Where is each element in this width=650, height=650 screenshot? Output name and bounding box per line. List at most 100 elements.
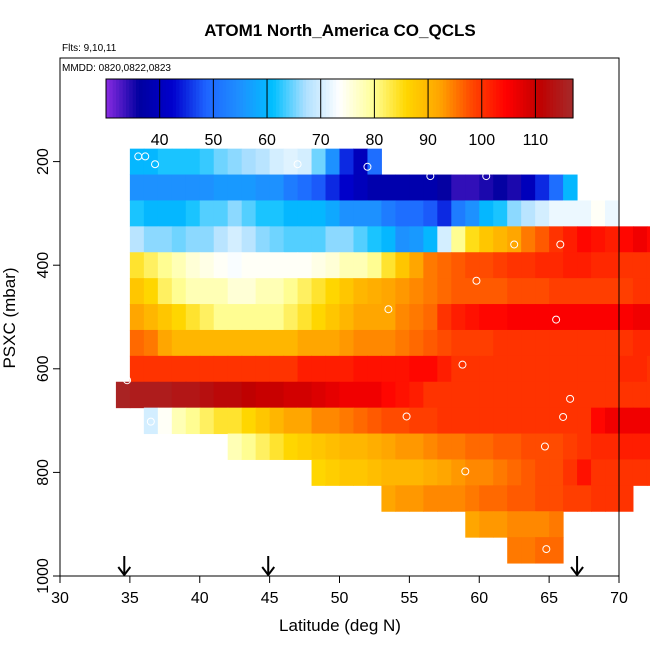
colorbar-swatch (466, 79, 471, 118)
heatmap-cell (227, 252, 243, 279)
heatmap-cell (143, 148, 159, 176)
heatmap-cell (283, 174, 299, 201)
colorbar-swatch (329, 79, 334, 118)
colorbar-swatch (172, 79, 177, 118)
heatmap-cell (381, 226, 396, 253)
colorbar-swatch (202, 79, 207, 118)
heatmap-cell (339, 329, 354, 357)
heatmap-cell (549, 511, 564, 538)
heatmap-cell (395, 485, 410, 512)
heatmap-cell (381, 433, 396, 460)
colorbar-swatch (376, 79, 381, 118)
data-point (384, 305, 393, 314)
colorbar-swatch (182, 79, 187, 118)
colorbar-swatch (342, 79, 347, 118)
heatmap-cell (451, 329, 466, 357)
heatmap-cell (535, 304, 550, 331)
x-tick-label: 30 (51, 590, 69, 607)
heatmap-cell (632, 304, 648, 331)
heatmap-cell (325, 407, 340, 435)
colorbar-swatch (566, 79, 571, 118)
heatmap-cell (283, 252, 299, 279)
heatmap-cell (325, 355, 340, 383)
heatmap-cells (115, 148, 650, 564)
heatmap-cell (549, 200, 564, 227)
heatmap-cell (129, 148, 145, 176)
heatmap-cell (339, 459, 354, 486)
heatmap-cell (395, 174, 410, 201)
colorbar-swatch (189, 79, 194, 118)
colorbar-swatch (526, 79, 531, 118)
heatmap-cell (646, 226, 650, 253)
heatmap-cell (143, 226, 159, 253)
heatmap-cell (129, 278, 145, 305)
heatmap-cell (451, 252, 466, 279)
heatmap-cell (437, 355, 452, 383)
heatmap-cell (157, 174, 173, 201)
heatmap-cell (479, 433, 494, 460)
heatmap-cell (395, 226, 410, 253)
heatmap-cell (437, 485, 452, 512)
colorbar-swatch (536, 79, 541, 118)
heatmap-cell (143, 329, 159, 357)
heatmap-cell (521, 226, 536, 253)
colorbar-swatch (522, 79, 527, 118)
heatmap-cell (199, 148, 215, 176)
data-point (402, 412, 411, 421)
heatmap-cell (227, 407, 243, 435)
heatmap-cell (577, 381, 592, 409)
heatmap-cell (269, 433, 285, 460)
colorbar-swatch (116, 79, 120, 118)
colorbar-swatch (146, 79, 150, 118)
heatmap-cell (241, 304, 257, 331)
colorbar-ticks: 40 50 60 70 80 90 100 110 (151, 79, 548, 149)
heatmap-cell (283, 304, 299, 331)
heatmap-cell (563, 174, 578, 201)
heatmap-cell (213, 252, 229, 279)
heatmap-cell (339, 381, 354, 409)
heatmap-cell (535, 226, 550, 253)
heatmap-cell (521, 174, 536, 201)
y-tick-label: 800 (35, 459, 52, 486)
heatmap-cell (255, 381, 271, 409)
heatmap-cell (465, 381, 480, 409)
heatmap-cell (619, 381, 634, 409)
heatmap-cell (395, 252, 410, 279)
heatmap-cell (605, 226, 620, 253)
heatmap-cell (479, 407, 494, 435)
heatmap-cell (269, 381, 285, 409)
flights-label: Flts: 9,10,11 (62, 43, 117, 54)
heatmap-cell (255, 407, 271, 435)
heatmap-cell (129, 200, 145, 227)
heatmap-cell (409, 304, 424, 331)
heatmap-cell (171, 200, 187, 227)
colorbar-swatch (166, 79, 170, 118)
heatmap-cell (395, 200, 410, 227)
heatmap-cell (493, 252, 508, 279)
heatmap-cell (353, 433, 368, 460)
heatmap-cell (451, 304, 466, 331)
heatmap-cell (646, 304, 650, 331)
colorbar-swatch (209, 79, 214, 118)
colorbar-swatch (449, 79, 454, 118)
heatmap-cell (619, 329, 634, 357)
heatmap-cell (409, 459, 424, 486)
heatmap-cell (395, 433, 410, 460)
heatmap-cell (549, 459, 564, 486)
heatmap-cell (465, 407, 480, 435)
heatmap-cell (409, 485, 424, 512)
colorbar-swatch (236, 79, 241, 118)
heatmap-cell (381, 200, 396, 227)
heatmap-cell (507, 537, 522, 564)
heatmap-cell (479, 459, 494, 486)
heatmap-cell (409, 200, 424, 227)
heatmap-cell (451, 278, 466, 305)
heatmap-cell (409, 329, 424, 357)
heatmap-cell (325, 200, 340, 227)
heatmap-cell (185, 355, 201, 383)
heatmap-cell (423, 174, 438, 201)
heatmap-cell (549, 355, 564, 383)
heatmap-cell (605, 304, 620, 331)
heatmap-cell (339, 148, 354, 176)
heatmap-cell (563, 252, 578, 279)
